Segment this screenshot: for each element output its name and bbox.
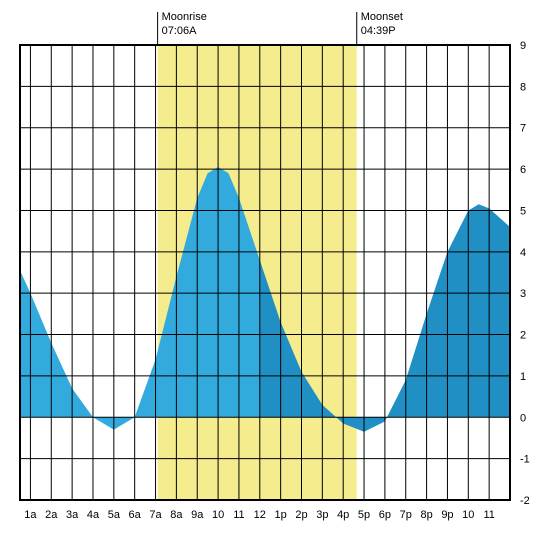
x-tick-label: 11 — [483, 509, 494, 521]
event-label: Moonset — [361, 11, 403, 23]
y-tick-label: 8 — [520, 81, 526, 93]
event-time: 07:06A — [162, 25, 198, 37]
x-tick-label: 4a — [87, 509, 100, 521]
x-tick-label: 9p — [441, 509, 453, 521]
event-time: 04:39P — [361, 25, 396, 37]
x-tick-label: 7a — [149, 509, 162, 521]
x-tick-label: 8a — [170, 509, 183, 521]
x-tick-label: 6p — [379, 509, 391, 521]
y-tick-label: 1 — [520, 371, 526, 383]
chart-svg: Moonrise 07:06A Moonset 04:39P 1a 2a 3a 4a 5a 6a 7… — [0, 0, 550, 550]
x-tick-label: 8p — [420, 509, 432, 521]
x-tick-label: 11 — [233, 509, 244, 521]
x-tick-label: 2p — [295, 509, 307, 521]
x-tick-label: 4p — [337, 509, 349, 521]
y-tick-label: 5 — [520, 205, 526, 217]
x-tick-label: 5p — [358, 509, 370, 521]
x-tick-label: 1p — [275, 509, 287, 521]
x-tick-label: 7p — [400, 509, 412, 521]
y-tick-label: 7 — [520, 123, 526, 135]
event-label: Moonrise — [162, 11, 207, 23]
x-tick-label: 10 — [212, 509, 224, 521]
tide-chart: Moonrise 07:06A Moonset 04:39P 1a 2a 3a 4a 5a 6a 7… — [0, 0, 550, 550]
x-tick-label: 12 — [254, 509, 266, 521]
x-tick-label: 9a — [191, 509, 204, 521]
y-tick-label: 4 — [520, 247, 526, 259]
y-tick-label: 0 — [520, 412, 526, 424]
y-tick-label: -1 — [520, 454, 530, 466]
x-tick-label: 3p — [316, 509, 328, 521]
x-tick-label: 3a — [66, 509, 79, 521]
y-tick-label: 3 — [520, 288, 526, 300]
y-tick-label: 9 — [520, 40, 526, 52]
y-tick-label: -2 — [520, 495, 530, 507]
x-tick-label: 10 — [462, 509, 474, 521]
x-tick-label: 2a — [45, 509, 58, 521]
y-tick-label: 6 — [520, 164, 526, 176]
x-tick-label: 1a — [24, 509, 37, 521]
x-tick-label: 6a — [129, 509, 142, 521]
y-tick-label: 2 — [520, 330, 526, 342]
x-tick-label: 5a — [108, 509, 121, 521]
